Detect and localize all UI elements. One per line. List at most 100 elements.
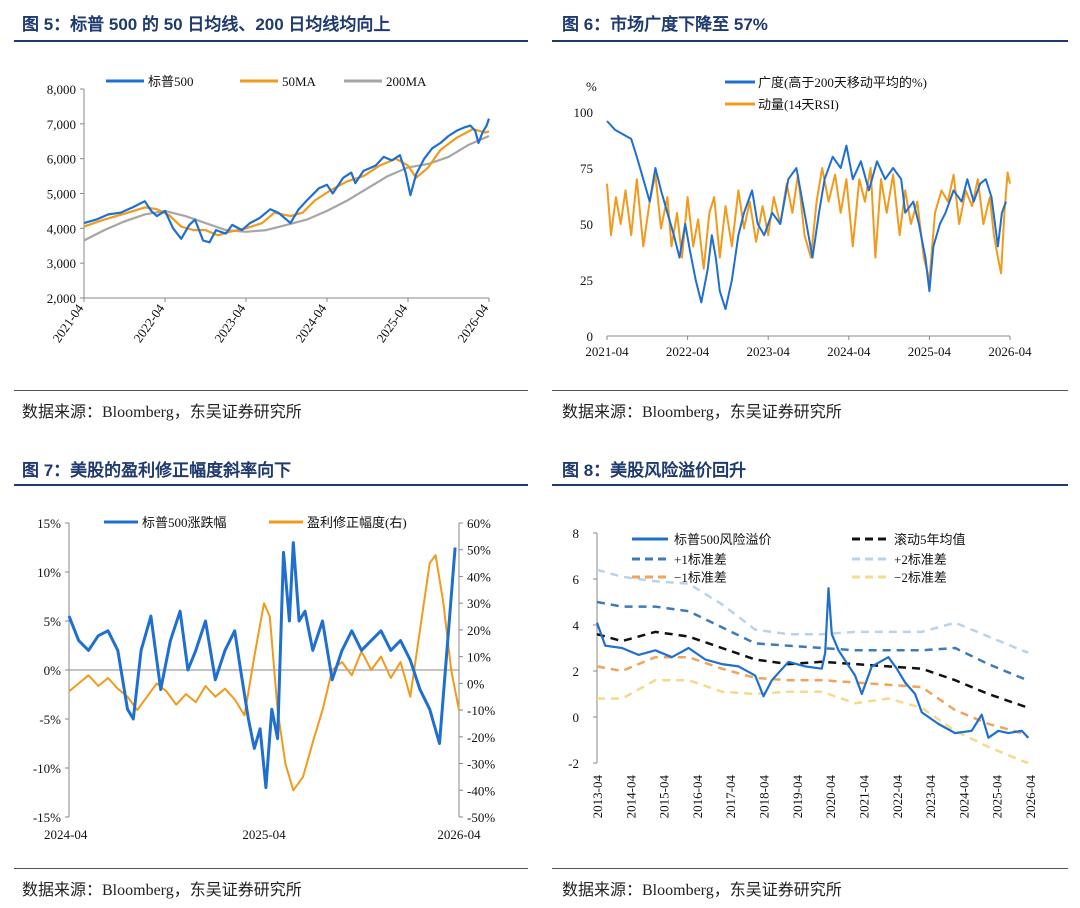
fig8-x-tick-label: 2022-04: [890, 775, 905, 819]
fig7-y-tick-label-right: 50%: [467, 543, 491, 558]
fig5-x-tick-label: 2026-04: [454, 301, 491, 346]
fig8-x-tick-label: 2026-04: [1023, 775, 1038, 819]
fig8-source: 数据来源：Bloomberg，东吴证券研究所: [562, 882, 842, 899]
fig5-x-tick-label: 2025-04: [373, 301, 410, 346]
fig8-legend-label: +2标准差: [894, 552, 947, 567]
fig6-y-tick-label: 50: [580, 217, 593, 232]
fig5-y-tick-label: 7,000: [47, 117, 76, 132]
fig8-chart: 8 6 4 2 0 -2 2013-04 2014-04 2015-04 2016-04 2017-…: [568, 526, 1038, 819]
fig8-band-orange_dash: [596, 655, 1030, 739]
fig6-y-tick-label: 25: [580, 273, 593, 288]
fig8-x-tick-label: 2018-04: [757, 775, 772, 819]
fig8-band-lightorange_dash: [597, 678, 1029, 765]
fig6-title: 图 6：市场广度下降至 57%: [562, 15, 768, 34]
fig8-title-rule: [552, 484, 1068, 486]
fig7-legend-label: 盈利修正幅度(右): [307, 515, 407, 530]
fig7-legend-label: 标普500涨跌幅: [142, 515, 227, 530]
fig8-legend-label: 标普500风险溢价: [674, 532, 772, 547]
fig7-x-tick-label: 2025-04: [242, 827, 286, 842]
fig7-y-tick-label-right: 10%: [467, 650, 491, 665]
fig5-y-tick-label: 8,000: [47, 82, 76, 97]
fig7-y-tick-label-right: 30%: [467, 596, 491, 611]
fig7-y-tick-label-left: -5%: [39, 712, 61, 727]
fig5-x-tick-label: 2024-04: [292, 301, 329, 346]
fig8-y-tick-label: 6: [573, 572, 580, 587]
fig8-x-tick-label: 2014-04: [623, 775, 638, 819]
fig8-legend-label: +1标准差: [674, 552, 727, 567]
fig5-source: 数据来源：Bloomberg，东吴证券研究所: [22, 404, 302, 421]
fig8-x-tick-label: 2025-04: [990, 775, 1005, 819]
fig6-y-tick-label: 100: [574, 105, 594, 120]
fig8-legend-label: −1标准差: [674, 570, 727, 585]
fig6-x-tick-label: 2024-04: [827, 344, 871, 359]
fig5-chart: 8,000 7,000 6,000 5,000 4,000 3,000 2,0002021-…: [47, 74, 492, 346]
fig8-x-tick-label: 2021-04: [856, 775, 871, 819]
fig8-x-tick-label: 2017-04: [723, 775, 738, 819]
fig6-x-tick-label: 2022-04: [666, 344, 710, 359]
fig5-y-tick-label: 4,000: [47, 221, 76, 236]
fig6-y-tick-label: 0: [587, 329, 594, 344]
fig7-y-tick-label-left: -15%: [33, 810, 61, 825]
fig8-x-tick-label: 2020-04: [823, 775, 838, 819]
fig5-source-rule: [14, 390, 528, 391]
fig7-y-tick-label-right: 40%: [467, 569, 491, 584]
fig5-title-rule: [14, 40, 528, 42]
fig7-series-spx: [67, 541, 457, 790]
fig7-y-tick-label-left: 5%: [44, 614, 62, 629]
fig7-title: 图 7：美股的盈利修正幅度斜率向下: [22, 461, 292, 480]
fig5-legend-label: 200MA: [386, 74, 427, 89]
fig6-source-rule: [552, 390, 1068, 391]
fig7-x-tick-label: 2024-04: [44, 827, 88, 842]
fig6-legend-label: 动量(14天RSI): [758, 97, 839, 112]
fig5-x-tick-label: 2021-04: [49, 301, 86, 346]
fig8-source-rule: [552, 868, 1068, 869]
fig7-x-tick-label: 2026-04: [437, 827, 481, 842]
fig8-y-tick-label: 0: [573, 710, 580, 725]
fig8-x-tick-label: 2019-04: [790, 775, 805, 819]
fig5-y-tick-label: 2,000: [47, 291, 76, 306]
fig6-source: 数据来源：Bloomberg，东吴证券研究所: [562, 404, 842, 421]
fig7-y-tick-label-right: -20%: [467, 730, 495, 745]
fig6-y-unit: %: [586, 79, 597, 94]
fig5-y-tick-label: 3,000: [47, 256, 76, 271]
fig5-x-tick-label: 2023-04: [211, 301, 248, 346]
fig8-y-tick-label: 4: [573, 618, 580, 633]
fig7-y-tick-label-right: 20%: [467, 623, 491, 638]
fig6-series-blue: [606, 120, 1007, 311]
fig8-series-erp: [595, 587, 1030, 739]
fig6-x-tick-label: 2023-04: [747, 344, 791, 359]
fig7-y-tick-label-right: -40%: [467, 783, 495, 798]
fig7-y-tick-label-right: 0%: [467, 676, 485, 691]
fig7-series-revision: [68, 554, 460, 792]
fig8-y-tick-label: 2: [573, 664, 580, 679]
fig5-title: 图 5：标普 500 的 50 日均线、200 日均线均向上: [22, 15, 391, 34]
fig5-legend-label: 标普500: [148, 74, 194, 89]
fig5-legend-label: 50MA: [282, 74, 317, 89]
fig8-band-black: [596, 630, 1029, 709]
fig8-x-tick-label: 2015-04: [657, 775, 672, 819]
fig5-y-tick-label: 5,000: [47, 187, 76, 202]
fig8-y-tick-label: -2: [568, 756, 579, 771]
fig6-legend-label: 广度(高于200天移动平均的%): [758, 75, 927, 90]
fig5-series-blue: [83, 118, 491, 244]
fig8-x-tick-label: 2013-04: [590, 775, 605, 819]
fig8-x-tick-label: 2023-04: [923, 775, 938, 819]
fig7-source-rule: [14, 868, 528, 869]
fig7-y-tick-label-left: 15%: [37, 516, 61, 531]
fig7-y-tick-label-left: -10%: [33, 761, 61, 776]
fig8-x-tick-label: 2024-04: [956, 775, 971, 819]
fig7-source: 数据来源：Bloomberg，东吴证券研究所: [22, 882, 302, 899]
fig7-y-tick-label-right: -50%: [467, 810, 495, 825]
fig6-series-orange: [606, 167, 1011, 281]
fig8-x-tick-label: 2016-04: [690, 775, 705, 819]
fig7-chart: 15% 10% 5% 0% -5% -10% -15% 60% 50% 40% 30% 20% 10% 0…: [33, 515, 496, 842]
fig8-title: 图 8：美股风险溢价回升: [562, 461, 747, 480]
fig6-y-tick-label: 75: [580, 161, 593, 176]
fig7-y-tick-label-right: -10%: [467, 703, 495, 718]
fig7-y-tick-label-left: 10%: [37, 565, 61, 580]
fig5-y-tick-label: 6,000: [47, 152, 76, 167]
fig6-x-tick-label: 2026-04: [988, 344, 1032, 359]
fig6-x-tick-label: 2021-04: [585, 344, 629, 359]
fig8-legend-label: 滚动5年均值: [894, 532, 966, 547]
